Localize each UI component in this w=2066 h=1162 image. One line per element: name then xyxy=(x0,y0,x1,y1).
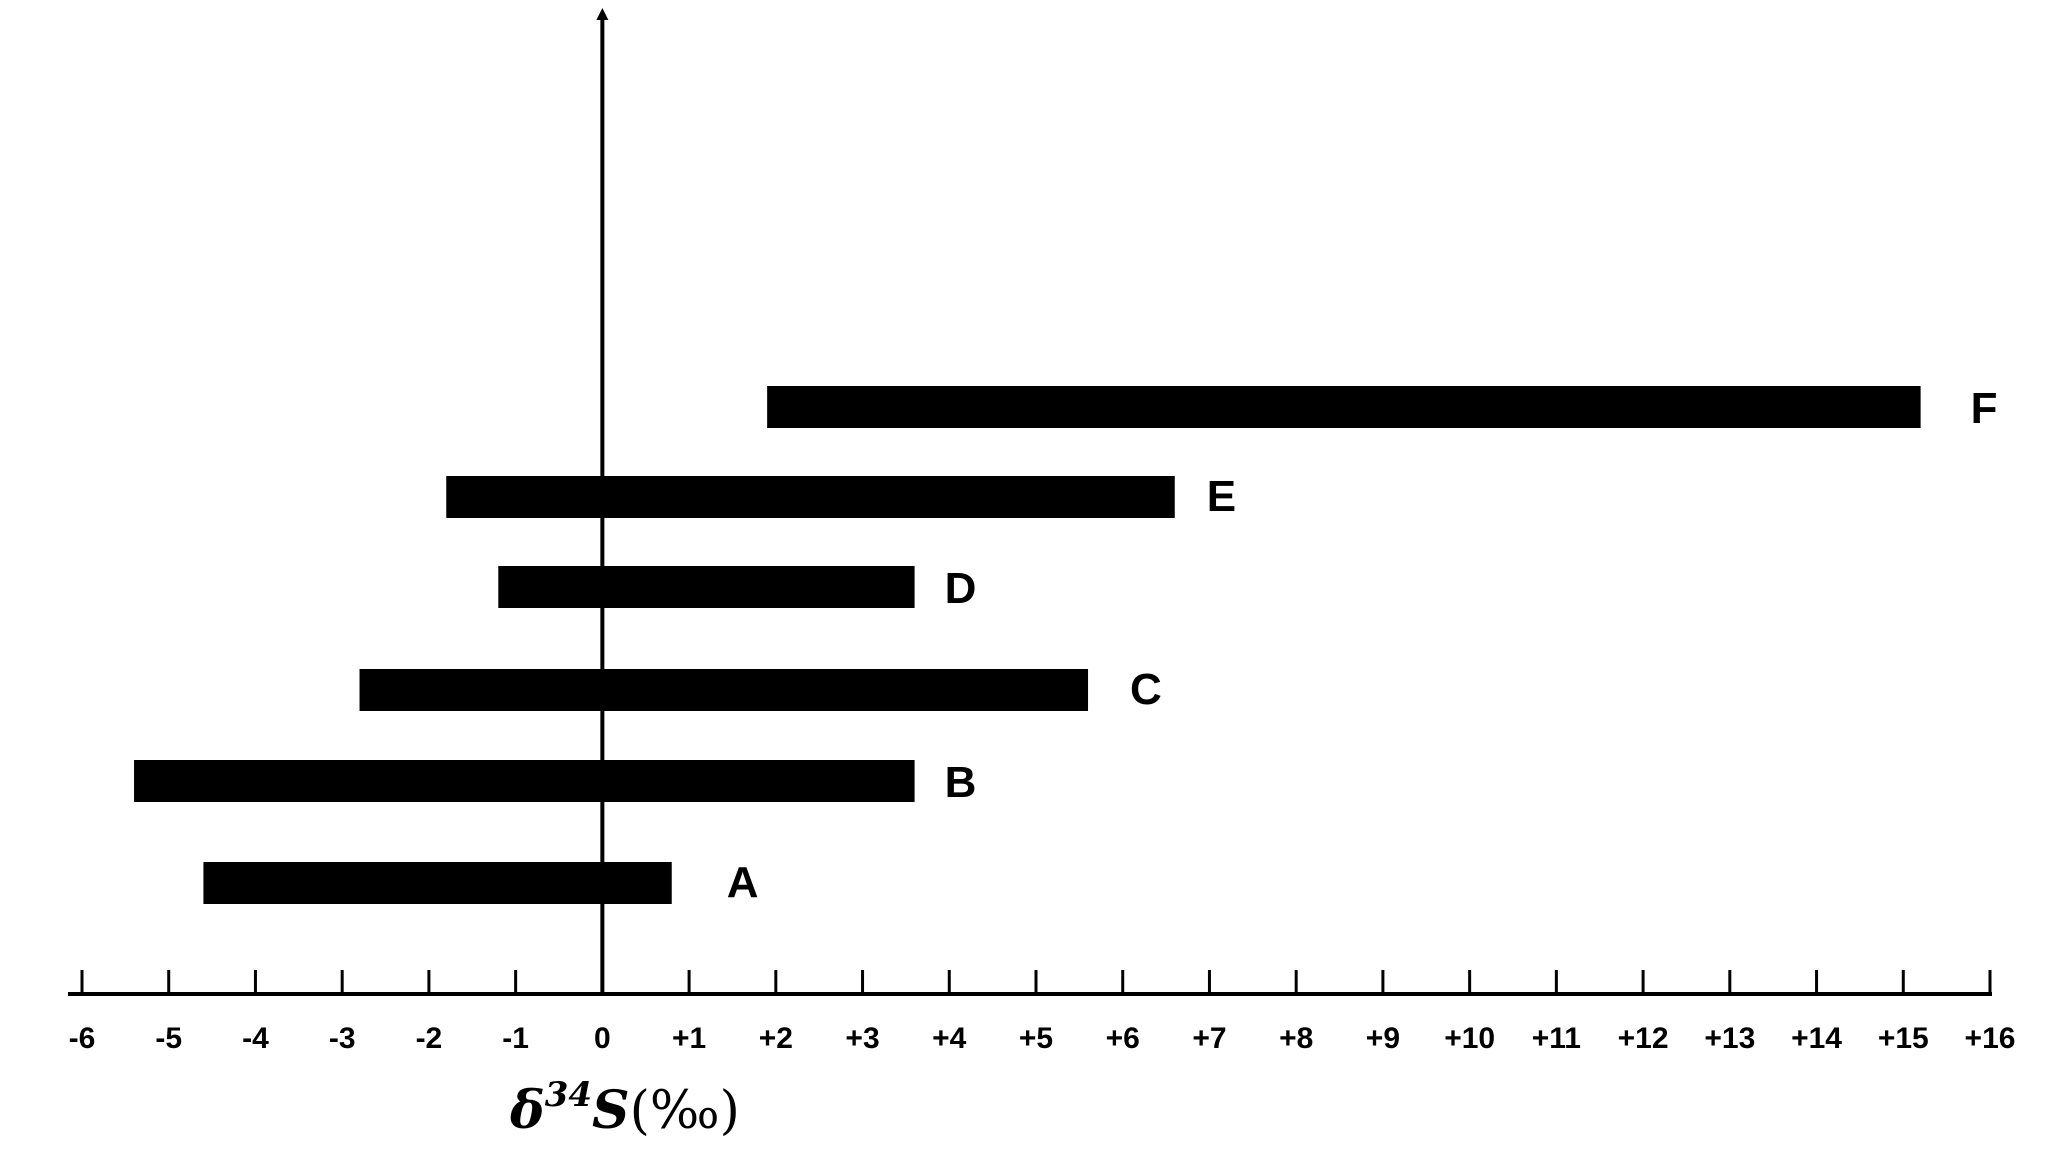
y-axis-arrow-icon xyxy=(596,8,609,20)
x-axis-title-unit: (‰) xyxy=(630,1081,740,1141)
x-tick-label: +5 xyxy=(1019,1022,1053,1055)
x-axis-title-superscript: 34 xyxy=(545,1075,592,1115)
bar-d xyxy=(498,566,915,608)
bar-c xyxy=(359,669,1089,711)
x-tick-label: +16 xyxy=(1965,1022,2016,1055)
bar-label-d: D xyxy=(945,564,977,613)
bar-label-e: E xyxy=(1207,472,1236,521)
x-axis-title-element: S xyxy=(592,1080,630,1141)
bar-f xyxy=(767,386,1921,428)
x-tick-label: +2 xyxy=(759,1022,793,1055)
x-tick-label: +10 xyxy=(1444,1022,1495,1055)
x-ticks-group xyxy=(80,970,1992,994)
bar-label-f: F xyxy=(1971,384,1998,433)
bar-label-b: B xyxy=(945,758,977,807)
bar-label-a: A xyxy=(727,858,759,907)
x-tick-label: +6 xyxy=(1106,1022,1140,1055)
x-tick-labels-group: -6 -5 -4 -3 -2 -1 0 +1 +2 +3 +4 +5 +6 +7 +8 +9 +10 +11 +12… xyxy=(69,1022,2016,1055)
x-tick-label: -4 xyxy=(242,1022,269,1055)
x-tick-label: +14 xyxy=(1791,1022,1842,1055)
bar-labels-group: A B C D E F xyxy=(727,384,1998,907)
x-axis-title: δ34S(‰) xyxy=(509,1075,740,1141)
x-tick-label: +7 xyxy=(1192,1022,1226,1055)
bar-b xyxy=(134,760,915,802)
x-tick-label: +12 xyxy=(1618,1022,1669,1055)
bar-a xyxy=(203,862,672,904)
bars-group xyxy=(134,386,1921,904)
x-tick-label: -1 xyxy=(502,1022,529,1055)
x-tick-label: -5 xyxy=(155,1022,182,1055)
x-tick-label: +3 xyxy=(845,1022,879,1055)
bar-e xyxy=(446,476,1175,518)
x-tick-label: -3 xyxy=(329,1022,356,1055)
x-tick-label: +8 xyxy=(1279,1022,1313,1055)
x-tick-label: +13 xyxy=(1704,1022,1755,1055)
x-tick-label: +1 xyxy=(672,1022,706,1055)
x-axis-title-symbol: δ xyxy=(509,1080,545,1141)
x-tick-label: +4 xyxy=(932,1022,967,1055)
x-tick-label: +9 xyxy=(1366,1022,1400,1055)
x-tick-label: 0 xyxy=(594,1022,611,1055)
x-tick-label: +15 xyxy=(1878,1022,1929,1055)
x-tick-label: -6 xyxy=(69,1022,96,1055)
x-tick-label: -2 xyxy=(416,1022,443,1055)
x-tick-label: +11 xyxy=(1532,1022,1581,1055)
bar-label-c: C xyxy=(1130,665,1162,714)
